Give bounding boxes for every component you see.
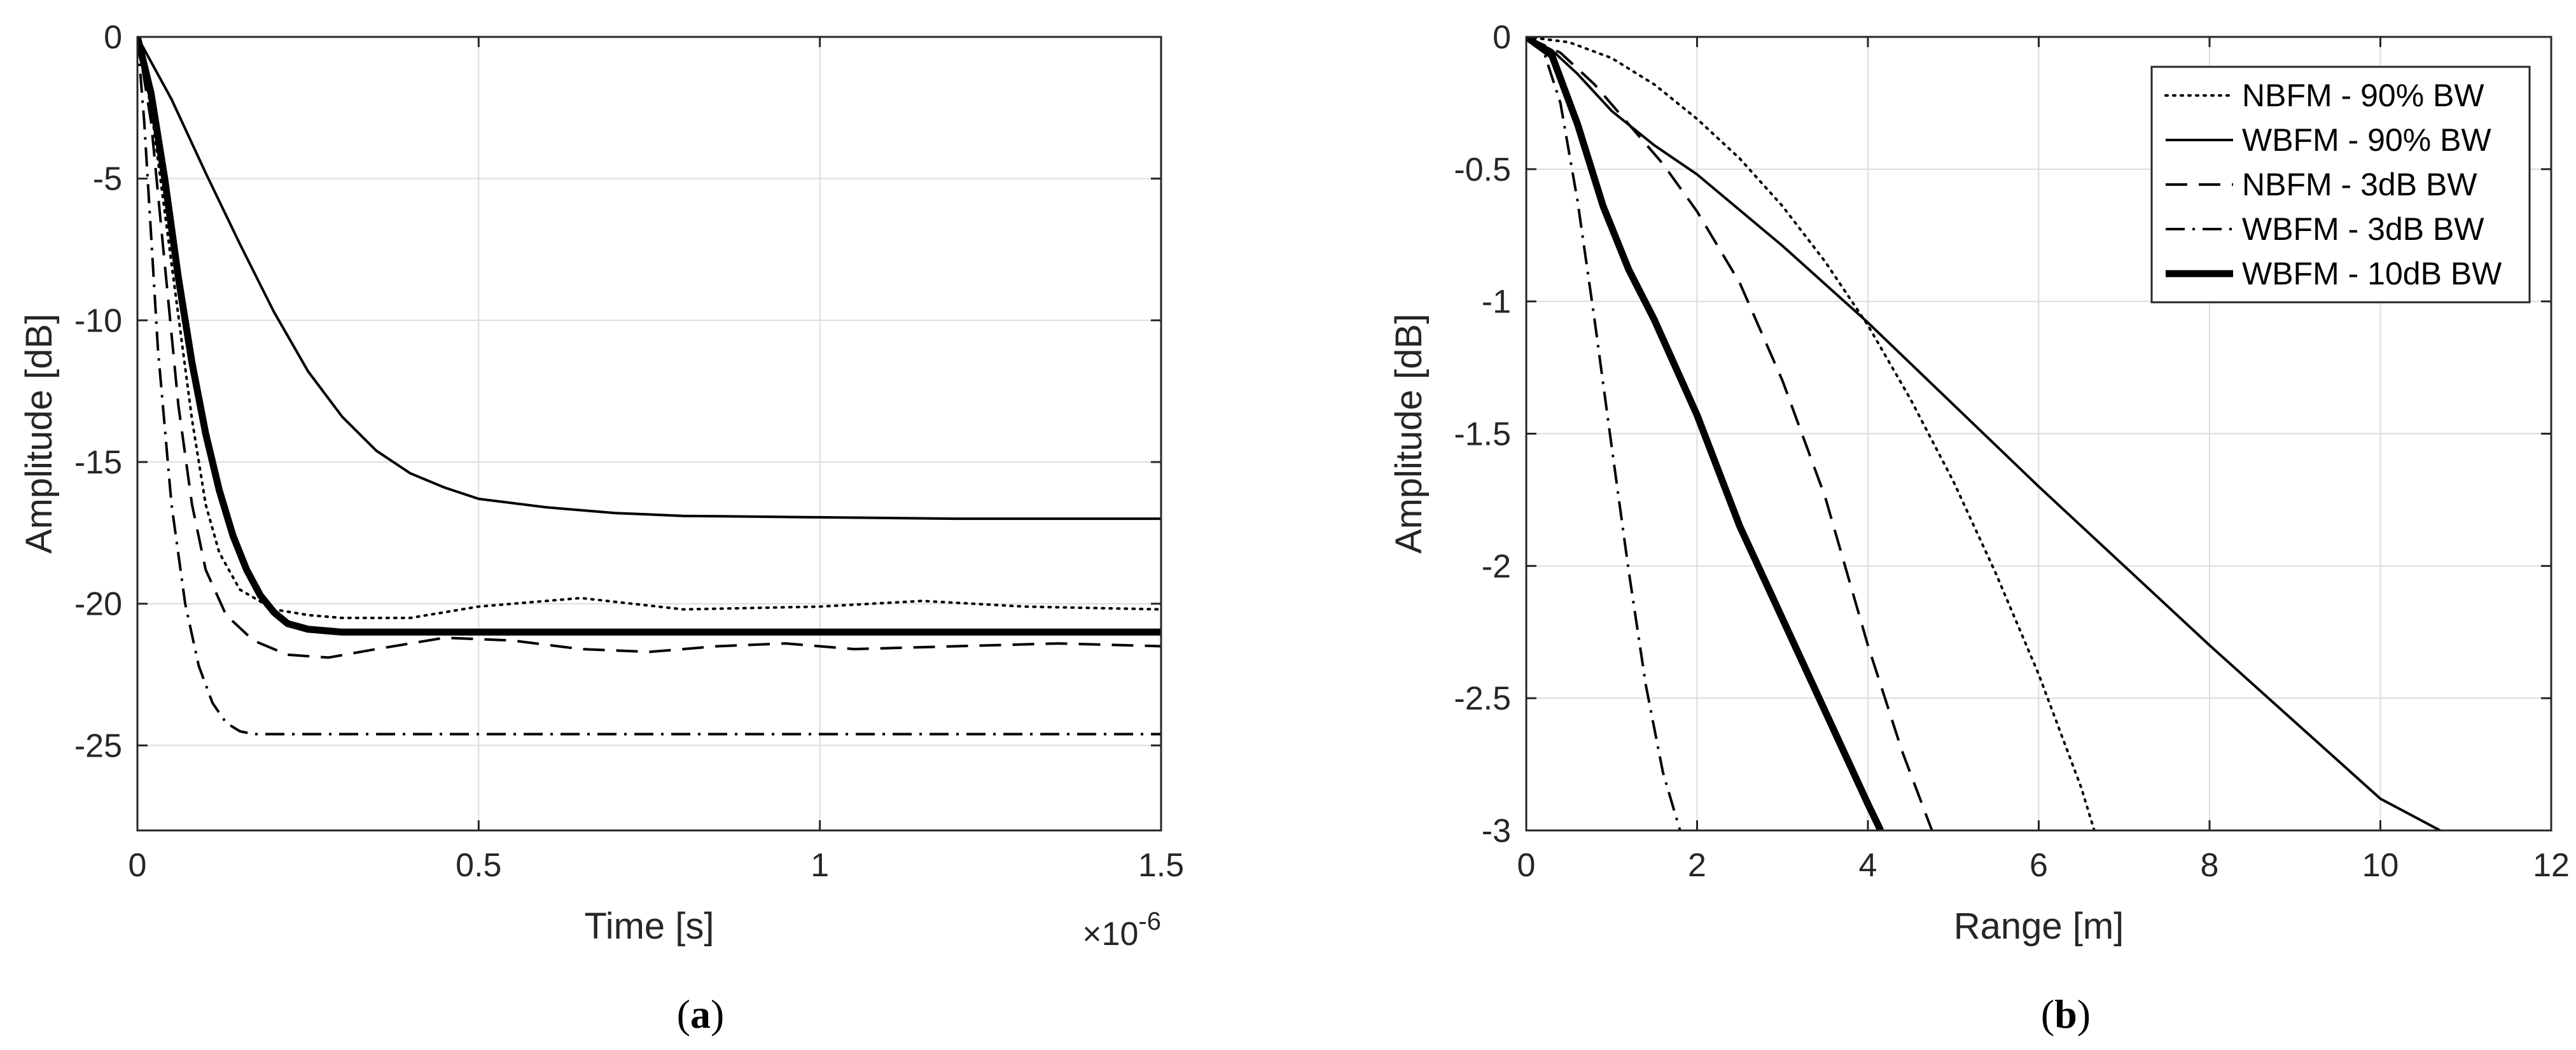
panel-b-xtick-label-4: 8 (2201, 847, 2219, 884)
panel-b-legend: NBFM - 90% BW WBFM - 90% BW NBFM - 3dB BW W… (2150, 66, 2531, 304)
panel-b-xtick-label-5: 10 (2362, 847, 2399, 884)
panel-a-caption-letter: a (690, 991, 711, 1037)
panel-b-xtick-label-3: 6 (2029, 847, 2048, 884)
panel-a-ytick-label-3: -15 (74, 444, 122, 481)
panel-a-series-2-line (137, 37, 1161, 659)
panel-b-ytick-label-3: -1.5 (1454, 416, 1511, 453)
panel-b-series-3-line (1526, 37, 1681, 830)
panel-b-xtick-label-2: 4 (1859, 847, 1877, 884)
panel-b-legend-label-3: WBFM - 3dB BW (2242, 211, 2484, 247)
panel-a-x-axis-label: Time [s] (584, 906, 714, 947)
panel-b-chart: 0 2 4 6 8 10 12 0 -0.5 -1 -1.5 -2 -2.5 -3 Range [m] Amp… (1388, 19, 2570, 947)
panel-b-legend-label-2: NBFM - 3dB BW (2242, 167, 2477, 202)
panel-b-series-2-line (1526, 37, 1933, 830)
panel-b-x-axis-label: Range [m] (1954, 906, 2124, 947)
panel-a-series-1-line (137, 37, 1161, 521)
panel-a-x-exponent: ×10-6 (1082, 907, 1161, 953)
panel-a-axes-box (136, 36, 1162, 832)
panel-b-legend-label-0: NBFM - 90% BW (2242, 78, 2484, 113)
panel-b-xtick-label-0: 0 (1517, 847, 1536, 884)
panel-b-caption: (b) (2041, 991, 2091, 1037)
panel-b-xtick-label-6: 12 (2533, 847, 2570, 884)
panel-a-chart: 0 0.5 1 1.5 0 -5 -10 -15 -20 -25 Time [s] Amplitude… (18, 19, 1184, 953)
panel-a-series-3-line (137, 37, 1161, 736)
panel-a-ytick-label-2: -10 (74, 302, 122, 339)
panel-a-caption: (a) (677, 991, 725, 1037)
panel-b-legend-label-1: WBFM - 90% BW (2242, 122, 2491, 158)
panel-b-ytick-label-6: -3 (1482, 813, 1511, 850)
panel-a-xtick-label-2: 1 (811, 847, 829, 884)
panel-a-plot-area (137, 37, 1161, 830)
panel-a-series-4-line (137, 37, 1161, 636)
panel-b-series-4-line (1526, 37, 1884, 830)
panel-a-ytick-label-0: 0 (104, 19, 122, 56)
panel-b-xtick-label-1: 2 (1688, 847, 1706, 884)
panel-a-ytick-label-1: -5 (93, 161, 122, 198)
panel-b-caption-letter: b (2054, 991, 2077, 1037)
panel-a-ytick-label-4: -20 (74, 586, 122, 623)
panel-b-ytick-label-4: -2 (1482, 548, 1511, 585)
panel-a-xtick-label-1: 0.5 (456, 847, 501, 884)
panel-b-y-axis-label: Amplitude [dB] (1388, 314, 1430, 554)
panel-a-ytick-label-5: -25 (74, 727, 122, 764)
panel-b-ytick-label-5: -2.5 (1454, 680, 1511, 717)
panel-b-legend-label-4: WBFM - 10dB BW (2242, 256, 2502, 291)
panel-b-ytick-label-2: -1 (1482, 284, 1511, 321)
panel-a-y-axis-label: Amplitude [dB] (18, 314, 60, 554)
panel-a-xtick-label-3: 1.5 (1138, 847, 1184, 884)
panel-b-series-1-line (1526, 37, 2441, 830)
panel-b-ytick-label-1: -0.5 (1454, 151, 1511, 188)
panel-a-xtick-label-0: 0 (129, 847, 147, 884)
panel-a-x-exponent-power: -6 (1138, 907, 1161, 935)
panel-b-ytick-label-0: 0 (1493, 19, 1511, 56)
panel-a-series-0-line (137, 37, 1161, 619)
